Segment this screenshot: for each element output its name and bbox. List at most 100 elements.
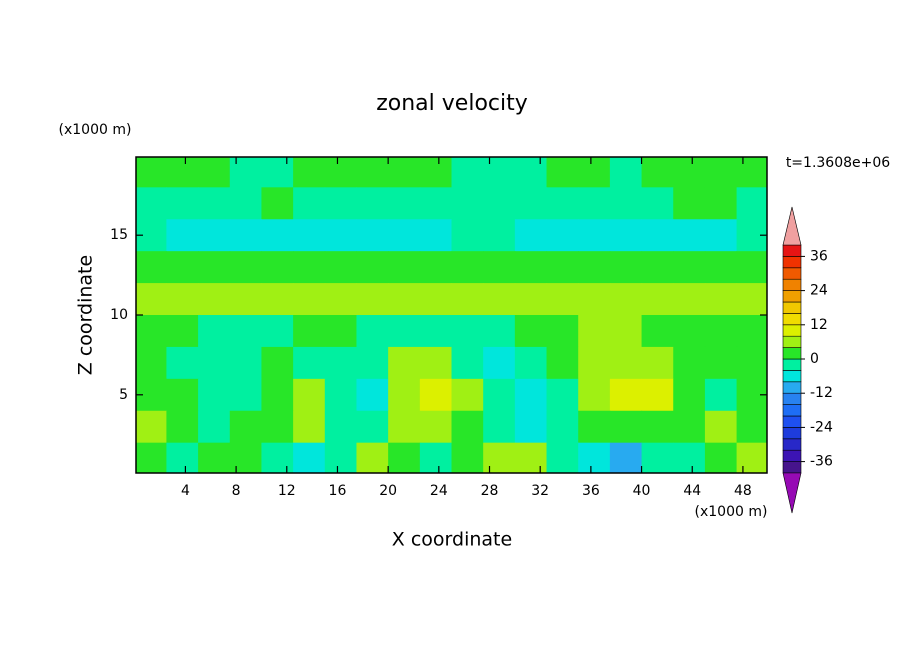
field-cell	[609, 251, 643, 284]
field-cell	[261, 219, 294, 252]
field-cell	[704, 251, 738, 284]
field-cell	[451, 251, 484, 284]
field-cell	[388, 315, 421, 348]
y-axis-label: Z coordinate	[75, 255, 97, 375]
field-cell	[673, 378, 706, 412]
x-tick-label: 20	[379, 483, 397, 499]
field-cell	[198, 315, 231, 348]
field-cell	[166, 346, 199, 380]
colorbar-box	[782, 449, 802, 462]
field-cell	[483, 187, 516, 220]
field-cell	[483, 410, 516, 444]
field-cell	[388, 410, 421, 444]
field-cell	[609, 157, 643, 188]
field-cell	[229, 219, 262, 252]
field-cell	[388, 442, 421, 473]
field-cell	[356, 346, 389, 380]
field-cell	[704, 283, 738, 316]
field-cell	[229, 410, 262, 444]
x-tick-label: 32	[531, 483, 549, 499]
field-cell	[451, 283, 484, 316]
field-cell	[546, 378, 579, 412]
colorbar-tick-label: 24	[810, 283, 828, 299]
field-cell	[229, 283, 262, 316]
colorbar-box	[782, 370, 802, 383]
field-cell	[229, 251, 262, 284]
field-cell	[704, 410, 738, 444]
colorbar-extend-high	[782, 206, 802, 246]
field-cell	[546, 187, 579, 220]
field-cell	[166, 219, 199, 252]
field-cell	[578, 410, 611, 444]
field-cell	[451, 315, 484, 348]
field-cell	[293, 187, 326, 220]
field-cell	[419, 346, 452, 380]
field-cell	[514, 283, 548, 316]
field-cell	[166, 283, 199, 316]
field-cell	[388, 378, 421, 412]
colorbar-box	[782, 313, 802, 326]
field-cell	[324, 442, 357, 473]
field-cell	[451, 346, 484, 380]
field-cell	[388, 157, 421, 188]
field-cell	[324, 410, 357, 444]
field-cell	[324, 157, 357, 188]
field-cell	[293, 378, 326, 412]
field-cell	[419, 410, 452, 444]
field-cell	[546, 442, 579, 473]
field-cell	[261, 251, 294, 284]
field-cell	[198, 157, 231, 188]
field-cell	[136, 251, 167, 284]
field-cell	[324, 378, 357, 412]
field-cell	[198, 219, 231, 252]
field-cell	[736, 346, 767, 380]
field-cell	[356, 378, 389, 412]
field-cell	[514, 346, 548, 380]
field-cell	[261, 346, 294, 380]
colorbar-box	[782, 392, 802, 405]
field-cell	[419, 315, 452, 348]
field-cell	[546, 315, 579, 348]
field-cell	[229, 187, 262, 220]
field-cell	[419, 378, 452, 412]
colorbar-box	[782, 358, 802, 371]
field-cell	[324, 315, 357, 348]
field-cell	[578, 315, 611, 348]
field-cell	[136, 187, 167, 220]
field-cell	[609, 442, 643, 473]
x-tick-label: 8	[232, 483, 241, 499]
field-cell	[451, 410, 484, 444]
y-tick-label: 5	[119, 387, 128, 403]
field-cell	[673, 410, 706, 444]
contour-field	[136, 157, 767, 473]
field-cell	[166, 410, 199, 444]
field-cell	[736, 187, 767, 220]
field-cell	[419, 442, 452, 473]
field-cell	[546, 219, 579, 252]
field-cell	[673, 251, 706, 284]
field-cell	[609, 378, 643, 412]
x-tick-label: 48	[734, 483, 752, 499]
field-cell	[578, 346, 611, 380]
field-cell	[293, 346, 326, 380]
field-cell	[483, 157, 516, 188]
y-tick-label: 15	[110, 227, 128, 243]
colorbar-box	[782, 461, 802, 474]
y-tick-label: 10	[110, 307, 128, 323]
field-cell	[451, 219, 484, 252]
field-cell	[514, 315, 548, 348]
field-cell	[578, 251, 611, 284]
field-cell	[704, 346, 738, 380]
field-cell	[356, 157, 389, 188]
field-cell	[451, 187, 484, 220]
field-cell	[324, 187, 357, 220]
field-cell	[293, 219, 326, 252]
field-cell	[261, 410, 294, 444]
x-tick-label: 12	[278, 483, 296, 499]
field-cell	[451, 378, 484, 412]
field-cell	[451, 157, 484, 188]
field-cell	[229, 346, 262, 380]
x-tick-label: 40	[633, 483, 651, 499]
field-cell	[641, 442, 674, 473]
